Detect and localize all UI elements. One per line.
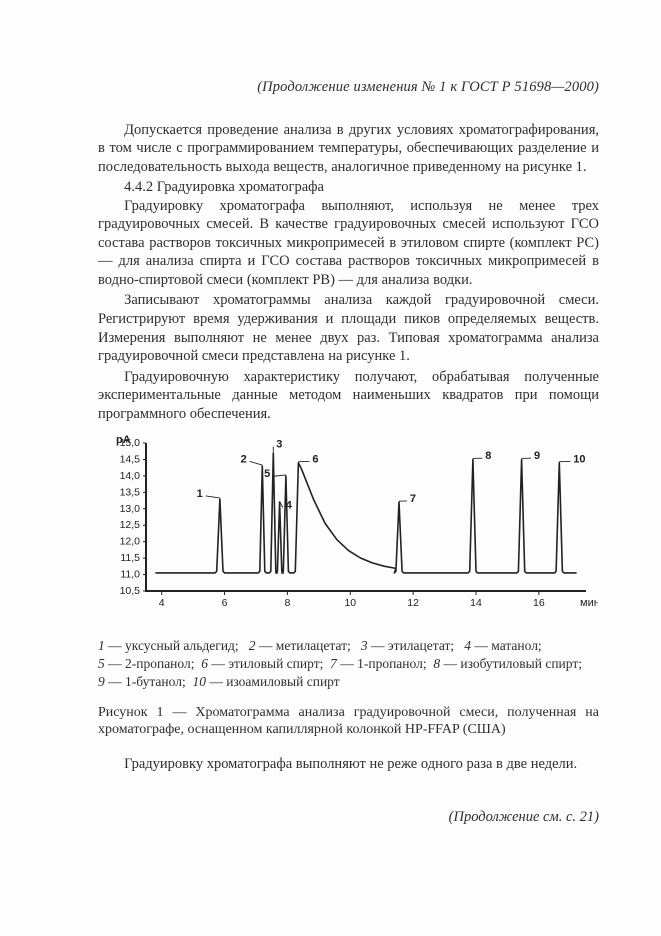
svg-text:13,0: 13,0 bbox=[120, 503, 141, 515]
page-footer: (Продолжение см. с. 21) bbox=[98, 808, 599, 827]
svg-text:16: 16 bbox=[533, 597, 545, 609]
svg-text:10: 10 bbox=[573, 454, 585, 466]
figure-legend: 1 — уксусный альдегид; 2 — метилацетат; … bbox=[98, 637, 599, 692]
chromatogram-svg: 10,511,011,512,012,513,013,514,014,515,0… bbox=[98, 433, 598, 623]
svg-text:6: 6 bbox=[222, 597, 228, 609]
svg-text:4: 4 bbox=[286, 500, 293, 512]
svg-text:5: 5 bbox=[264, 469, 270, 481]
svg-text:14: 14 bbox=[470, 597, 482, 609]
section-heading: 4.4.2 Градуировка хроматографа bbox=[98, 178, 599, 197]
paragraph-1: Допускается проведение анализа в других … bbox=[98, 121, 599, 177]
svg-text:3: 3 bbox=[276, 439, 282, 451]
chromatogram-figure: 10,511,011,512,012,513,013,514,014,515,0… bbox=[98, 433, 599, 629]
svg-text:6: 6 bbox=[312, 454, 318, 466]
svg-text:12: 12 bbox=[407, 597, 419, 609]
svg-text:4: 4 bbox=[159, 597, 165, 609]
svg-text:8: 8 bbox=[485, 450, 491, 462]
paragraph-4: Записывают хроматограммы анализа каждой … bbox=[98, 291, 599, 365]
svg-text:11,0: 11,0 bbox=[120, 569, 140, 581]
svg-text:13,5: 13,5 bbox=[120, 487, 141, 499]
svg-text:1: 1 bbox=[197, 488, 203, 500]
svg-text:14,5: 14,5 bbox=[120, 454, 141, 466]
svg-text:9: 9 bbox=[534, 450, 540, 462]
figure-caption: Рисунок 1 — Хроматограмма анализа градуи… bbox=[98, 704, 599, 740]
paragraph-6: Градуировку хроматографа выполняют не ре… bbox=[98, 755, 599, 774]
svg-text:11,5: 11,5 bbox=[120, 552, 140, 564]
svg-text:2: 2 bbox=[241, 454, 247, 466]
svg-text:12,5: 12,5 bbox=[120, 520, 141, 532]
svg-text:8: 8 bbox=[285, 597, 291, 609]
svg-text:10: 10 bbox=[344, 597, 356, 609]
svg-text:14,0: 14,0 bbox=[120, 470, 141, 482]
svg-text:7: 7 bbox=[410, 493, 416, 505]
svg-text:pA: pA bbox=[116, 434, 131, 446]
paragraph-3: Градуировку хроматографа выполняют, испо… bbox=[98, 197, 599, 290]
svg-text:10,5: 10,5 bbox=[120, 585, 141, 597]
page-header: (Продолжение изменения № 1 к ГОСТ Р 5169… bbox=[98, 78, 599, 97]
paragraph-5: Градуировочную характеристику получают, … bbox=[98, 368, 599, 424]
svg-text:мин: мин bbox=[580, 597, 598, 609]
svg-text:12,0: 12,0 bbox=[120, 536, 141, 548]
